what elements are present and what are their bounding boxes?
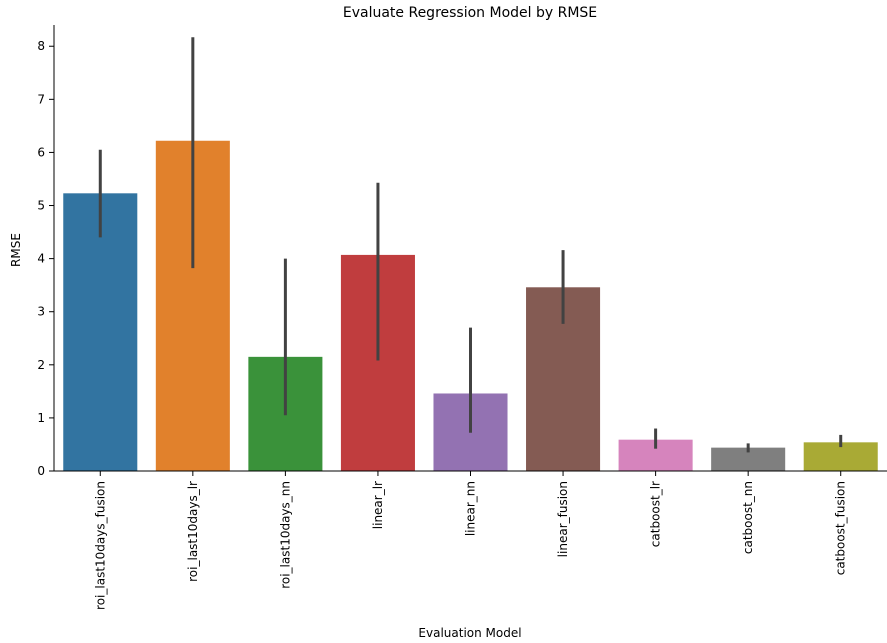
chart-title: Evaluate Regression Model by RMSE <box>343 5 597 21</box>
y-tick-label: 0 <box>37 464 45 478</box>
y-tick-label: 3 <box>37 305 45 319</box>
y-tick-label: 1 <box>37 411 45 425</box>
plot-area: 0 1 2 3 4 5 6 7 8 roi_last10days_fusion roi_last10… <box>37 25 887 610</box>
y-tick-label: 6 <box>37 145 45 159</box>
y-tick-label: 4 <box>37 252 45 266</box>
x-tick-label: roi_last10days_fusion <box>93 481 107 610</box>
bar-catboost_nn <box>711 447 786 471</box>
y-tick-label: 5 <box>37 199 45 213</box>
x-tick-label: catboost_nn <box>741 481 755 554</box>
y-axis-title: RMSE <box>9 233 23 267</box>
x-tick-label: roi_last10days_lr <box>186 481 200 582</box>
y-tick-label: 7 <box>37 92 45 106</box>
x-tick-label: linear_lr <box>371 481 385 529</box>
x-tick-label: linear_fusion <box>556 481 570 557</box>
y-tick-label: 8 <box>37 39 45 53</box>
x-axis-title: Evaluation Model <box>418 626 521 640</box>
bar-roi_last10days_fusion <box>63 193 138 472</box>
x-tick-label: catboost_fusion <box>834 481 848 575</box>
x-tick-label: linear_nn <box>464 481 478 536</box>
y-tick-label: 2 <box>37 358 45 372</box>
x-tick-label: catboost_lr <box>649 481 663 547</box>
x-tick-label: roi_last10days_nn <box>278 481 292 589</box>
